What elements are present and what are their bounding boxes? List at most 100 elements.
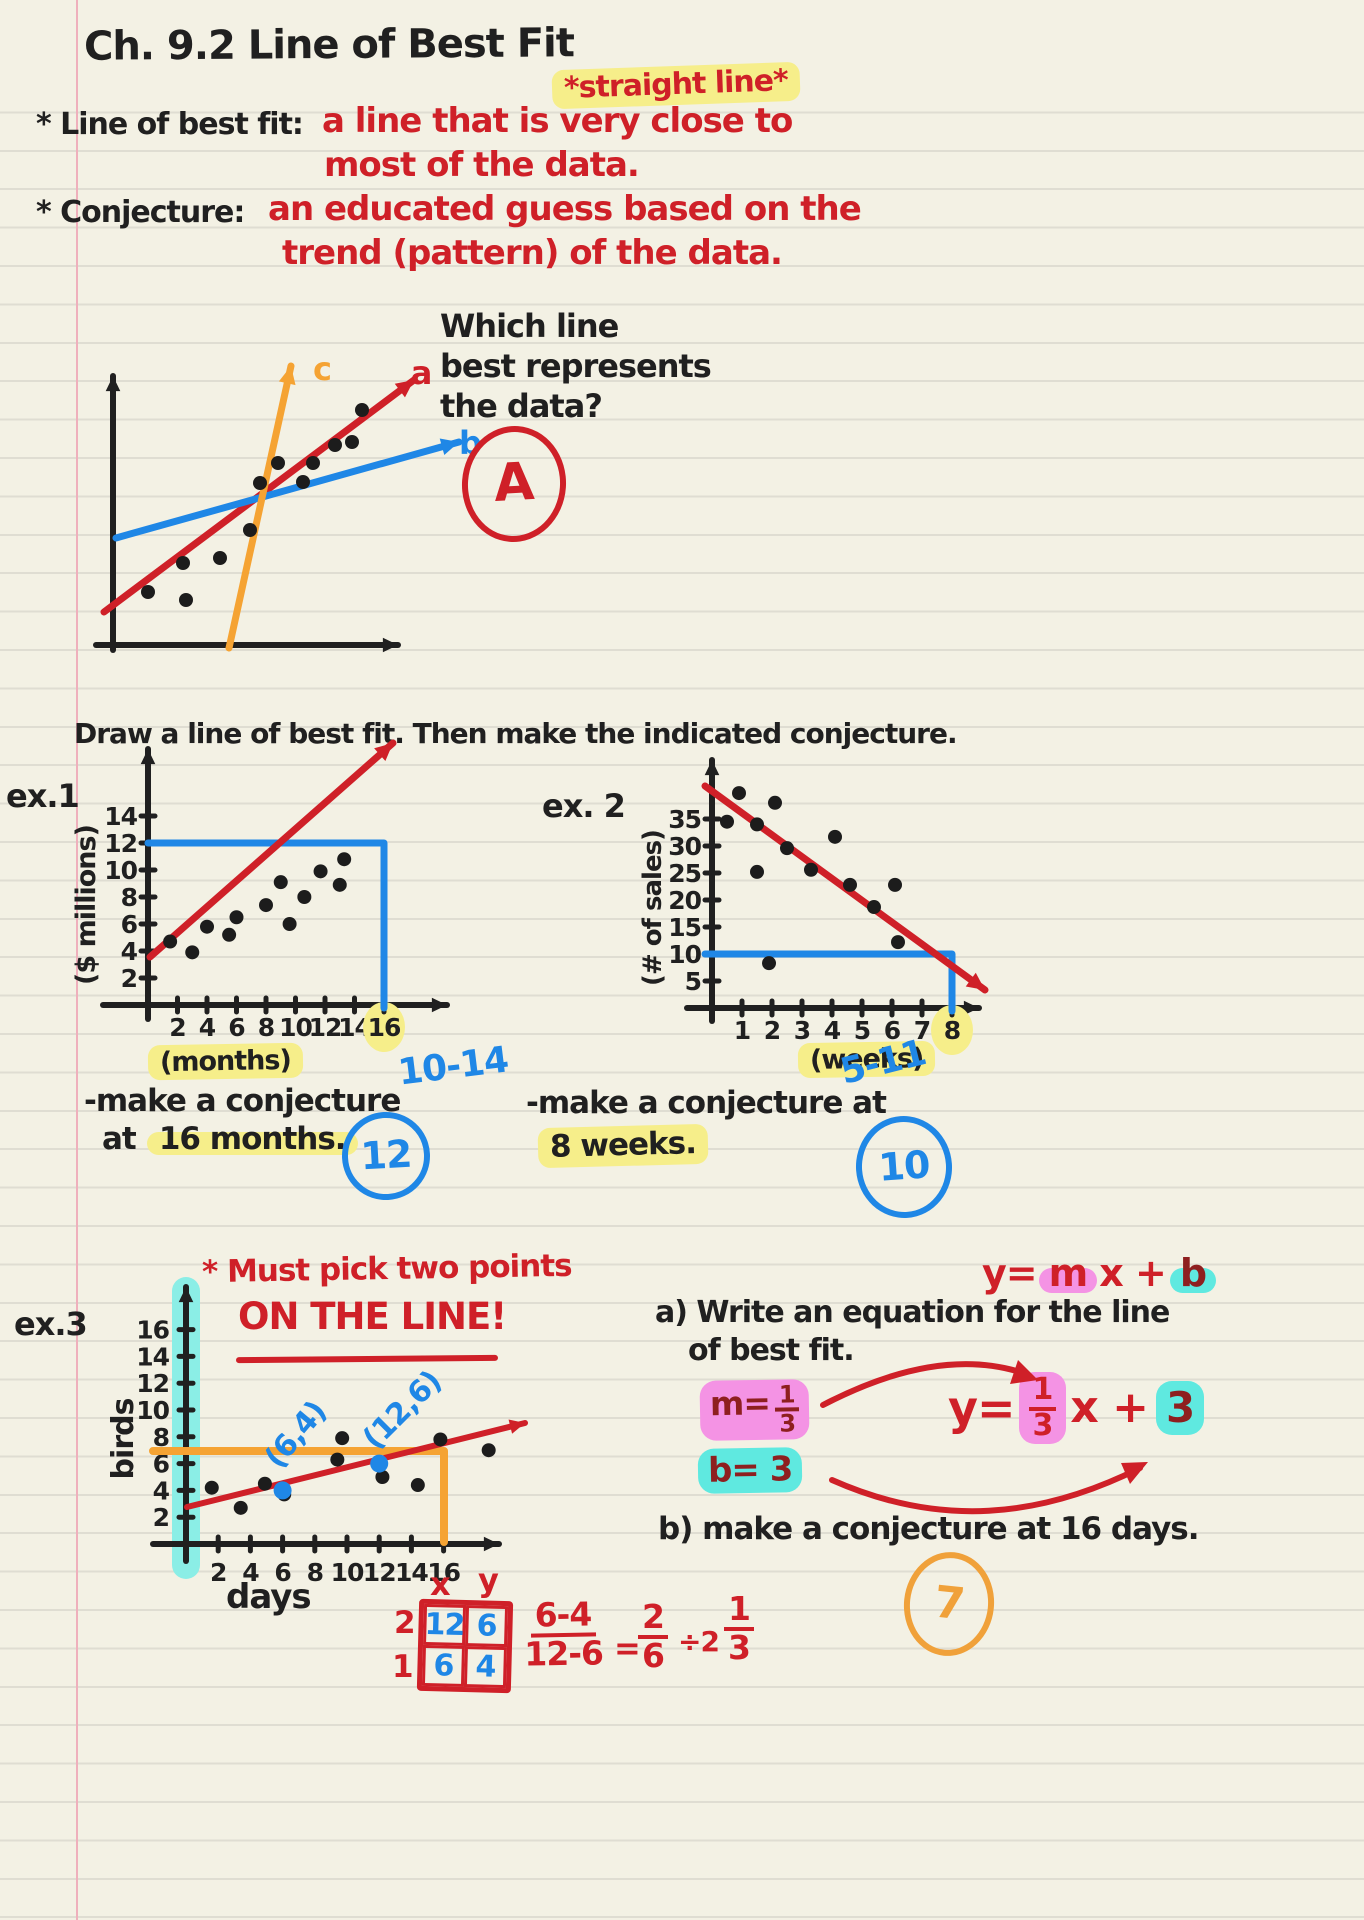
- slope-equals: =: [614, 1629, 641, 1667]
- formula-b: b: [1179, 1251, 1207, 1295]
- margin-line: [76, 0, 78, 1920]
- equation-b-highlight: 3: [1155, 1380, 1205, 1436]
- ex3-note-line2: ON THE LINE!: [238, 1295, 507, 1338]
- svg-text:16: 16: [368, 1013, 401, 1042]
- svg-text:12: 12: [309, 1013, 342, 1042]
- svg-text:15: 15: [668, 913, 701, 942]
- svg-text:10: 10: [104, 856, 137, 885]
- equation-y-equals: y=: [948, 1380, 1016, 1435]
- equation-denominator: 3: [1032, 1407, 1054, 1443]
- table-cell-y2: 4: [463, 1646, 507, 1689]
- svg-text:14: 14: [136, 1342, 169, 1371]
- table-cell-y1: 6: [465, 1605, 509, 1648]
- ex2-answer-circle: 10: [852, 1112, 956, 1222]
- page-title: Ch. 9.2 Line of Best Fit: [83, 20, 575, 70]
- intro-scatter-chart: ab c: [93, 350, 482, 653]
- svg-text:(6,4): (6,4): [258, 1395, 333, 1475]
- svg-text:6: 6: [153, 1450, 170, 1479]
- svg-text:4: 4: [824, 1016, 841, 1045]
- slope-intercept-formula: y= m x + b: [982, 1251, 1217, 1296]
- annotation-arrows: [820, 1360, 1148, 1515]
- svg-text:7: 7: [914, 1016, 930, 1045]
- table-x-header: x: [430, 1565, 451, 1603]
- svg-text:10: 10: [331, 1558, 364, 1587]
- ex1-conjecture-line2: at 16 months.: [102, 1121, 358, 1158]
- svg-text:2: 2: [210, 1558, 226, 1587]
- conjecture-term: * Conjecture:: [36, 195, 245, 230]
- svg-text:12: 12: [363, 1558, 396, 1587]
- straight-line-note-text: *straight line*: [563, 63, 789, 106]
- svg-text:8: 8: [153, 1423, 169, 1452]
- points-table: 12 6 6 4: [416, 1598, 514, 1694]
- ex2-conjecture-target: 8 weeks.: [549, 1125, 697, 1165]
- ex1-conjecture-at: at: [102, 1121, 137, 1157]
- table-row2-label: 1: [392, 1649, 414, 1685]
- slope-fraction: 6-4 12-6: [523, 1595, 604, 1674]
- arrow-b-head-icon: [1121, 1462, 1148, 1484]
- part-b-answer: 7: [931, 1576, 967, 1631]
- arrow-b-to-equation: [829, 1465, 1143, 1515]
- ex3-label: ex.3: [14, 1305, 88, 1343]
- svg-text:(# of sales): (# of sales): [638, 830, 668, 986]
- ex1-range-note: 10-14: [395, 1039, 511, 1094]
- svg-text:6: 6: [274, 1558, 291, 1587]
- part-a-line2: of best fit.: [688, 1333, 855, 1368]
- slope-fraction-3: 1 3: [724, 1592, 754, 1664]
- formula-y-equals: y=: [982, 1251, 1038, 1295]
- svg-text:4: 4: [153, 1476, 170, 1505]
- equation-fraction-highlight: 1 3: [1018, 1372, 1067, 1445]
- answer-a: A: [492, 452, 536, 515]
- ex1-label: ex.1: [6, 777, 80, 815]
- best-fit-definition-line2: most of the data.: [324, 145, 640, 185]
- arrow-m-to-equation: [820, 1361, 1029, 1408]
- part-b-answer-circle: 7: [898, 1547, 1000, 1661]
- which-line-q3: the data?: [440, 387, 603, 425]
- which-line-q2: best represents: [440, 347, 712, 385]
- best-fit-term: * Line of best fit:: [36, 107, 304, 142]
- equation-b-value: 3: [1165, 1382, 1195, 1432]
- which-line-q1: Which line: [440, 307, 619, 345]
- table-cell-x2: 6: [421, 1644, 465, 1687]
- formula-b-highlight: b: [1169, 1251, 1217, 1295]
- svg-text:2: 2: [121, 964, 137, 993]
- svg-text:14: 14: [395, 1558, 428, 1587]
- svg-text:8: 8: [121, 883, 137, 912]
- svg-text:2: 2: [169, 1013, 185, 1042]
- conjecture-definition-line2: trend (pattern) of the data.: [282, 233, 783, 273]
- part-b-text: b) make a conjecture at 16 days.: [658, 1511, 1200, 1547]
- ex2-answer: 10: [877, 1142, 931, 1190]
- formula-m-highlight: m: [1038, 1251, 1098, 1295]
- svg-text:6: 6: [121, 910, 138, 939]
- ex1-x-axis-label: (months): [147, 1042, 304, 1081]
- slope-numerator: 6-4: [530, 1595, 596, 1638]
- table-cell-x1: 12: [423, 1603, 467, 1646]
- arrow-m-head-icon: [1010, 1360, 1038, 1384]
- svg-text:1: 1: [734, 1016, 750, 1045]
- ex1-answer: 12: [359, 1131, 413, 1179]
- table-y-header: y: [478, 1561, 499, 1599]
- instruction-text: Draw a line of best fit. Then make the i…: [74, 717, 958, 750]
- svg-text:5: 5: [685, 967, 701, 996]
- formula-m: m: [1048, 1251, 1089, 1295]
- part-a-line1: a) Write an equation for the line: [655, 1295, 1170, 1330]
- svg-text:8: 8: [258, 1013, 274, 1042]
- svg-text:4: 4: [199, 1013, 216, 1042]
- slope-fraction-2: 2 6: [638, 1600, 668, 1672]
- best-fit-equation: y= 1 3 x + 3: [948, 1372, 1205, 1445]
- svg-text:6: 6: [228, 1013, 245, 1042]
- svg-text:10: 10: [279, 1013, 312, 1042]
- conjecture-definition-line1: an educated guess based on the: [268, 189, 862, 229]
- svg-text:5: 5: [854, 1016, 870, 1045]
- svg-text:10: 10: [136, 1396, 169, 1425]
- ex2-conjecture-target-highlight: 8 weeks.: [537, 1123, 709, 1168]
- svg-text:3: 3: [794, 1016, 810, 1045]
- svg-text:2: 2: [764, 1016, 780, 1045]
- svg-text:10: 10: [668, 940, 701, 969]
- slope-denominator: 12-6: [523, 1632, 604, 1674]
- svg-text:12: 12: [104, 829, 137, 858]
- svg-text:20: 20: [668, 886, 701, 915]
- table-row1-label: 2: [394, 1605, 416, 1641]
